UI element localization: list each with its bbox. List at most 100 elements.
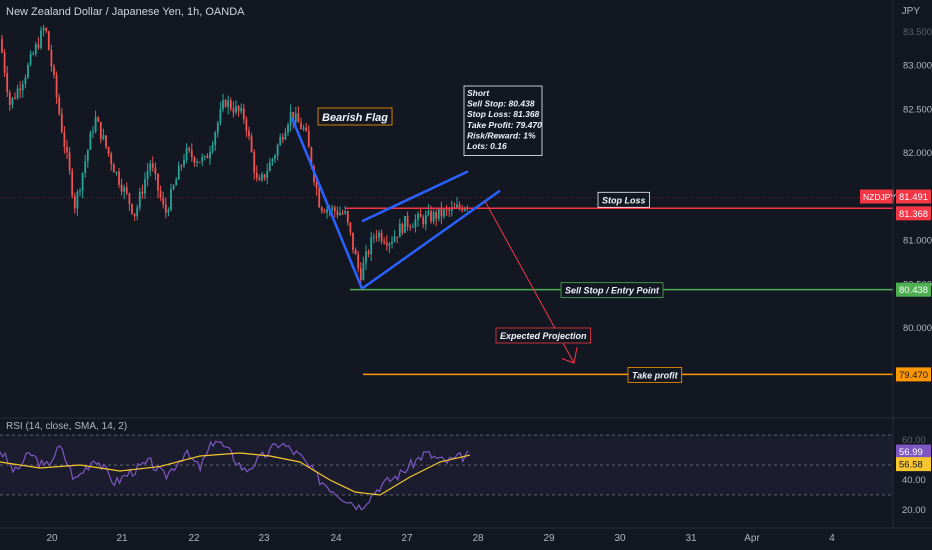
candle-body [209,151,211,159]
candle-body [463,207,466,211]
candle-body [53,66,55,75]
candle-body [183,159,185,166]
candle-body [76,191,79,209]
candle-body [79,190,81,192]
candle-body [357,254,360,269]
candle-body [115,171,118,173]
candle-body [385,242,388,246]
candle-body [97,117,100,122]
candle-body [180,165,183,167]
candle-body [359,268,362,280]
candle-body [440,208,443,217]
candle-body [461,207,464,211]
price-axis-tick: 81.000 [903,236,932,247]
candle-body [120,184,123,192]
candle-body [229,100,232,109]
candle-body [102,135,105,140]
candle-body [131,203,133,214]
candle-body [232,108,235,113]
candle-body [47,31,50,51]
candle-body [214,132,217,146]
candle-body [16,88,19,99]
candle-body [276,145,279,156]
chart-title: New Zealand Dollar / Japanese Yen, 1h, O… [6,6,245,18]
candle-body [63,132,66,147]
candle-body [149,163,152,171]
candle-body [3,52,6,74]
candle-body [261,174,263,181]
price-axis-tick: 83.000 [903,61,932,72]
candle-body [237,106,240,112]
candle-body [398,223,401,238]
time-axis-tick: 23 [258,533,270,544]
candle-body [29,53,32,65]
candle-body [427,211,430,215]
candle-body [89,132,92,150]
candle-body [40,30,42,48]
projection-label: Expected Projection [500,331,587,341]
candle-body [315,181,318,189]
candle-body [310,147,313,167]
rsi-line [0,440,469,511]
candle-body [352,232,354,250]
candle-body [99,121,102,140]
candle-body [323,211,326,213]
candle-body [362,262,365,280]
candle-body [443,209,445,217]
candle-body [11,97,14,105]
take-profit-label-box [627,366,683,383]
candle-body [430,211,432,222]
stop-loss-tag: 81.368 [899,209,928,220]
candle-body [250,136,253,152]
candle-body [105,135,107,147]
candle-body [118,171,120,185]
currency-label: JPY [901,6,920,17]
candle-body [6,73,9,93]
stop-loss-label-box [597,191,650,208]
candle-body [287,124,289,133]
candle-body [419,213,422,218]
candle-body [84,161,87,174]
rsi-axis-tick: 20.00 [902,505,926,516]
candle-body [284,132,287,140]
candle-body [219,109,222,123]
entry-tag-bg [896,282,931,297]
candle-body [141,191,144,194]
candle-body [185,147,188,160]
candle-body [172,185,175,190]
candle-body [422,217,425,225]
rsi-axis-tick-partial: 60.00 [902,435,926,446]
candle-body [383,241,386,243]
candle-body [42,28,45,31]
candle-body [388,243,391,246]
candle-body [396,236,399,238]
candle-body [448,209,451,211]
candle-body [167,210,170,213]
current-price-tag: 81.491 [899,192,928,203]
candle-body [378,232,380,238]
stop-loss-label: Stop Loss [602,195,646,205]
candle-body [164,204,167,213]
entry-label-box [560,282,664,299]
rsi-ma-tag-bg [896,457,931,472]
candle-body [297,113,300,123]
candle-body [344,211,347,214]
candle-body [151,163,154,168]
trade-info-line: Short [467,88,490,98]
candle-body [128,193,131,204]
rsi-value-tag-bg [896,444,931,459]
price-axis-tick-partial: 83.500 [903,27,932,38]
candle-body [86,149,89,162]
candle-body [375,236,378,238]
take-profit-label: Take profit [632,370,679,380]
flag-pole-line [290,117,364,290]
time-axis-tick: Apr [744,533,760,544]
rsi-legend: RSI (14, close, SMA, 14, 2) [6,421,128,432]
candle-body [21,84,24,91]
candle-body [222,100,224,110]
candle-body [458,204,461,208]
candle-body [248,130,250,137]
candle-body [81,173,84,191]
candle-body [268,162,271,172]
